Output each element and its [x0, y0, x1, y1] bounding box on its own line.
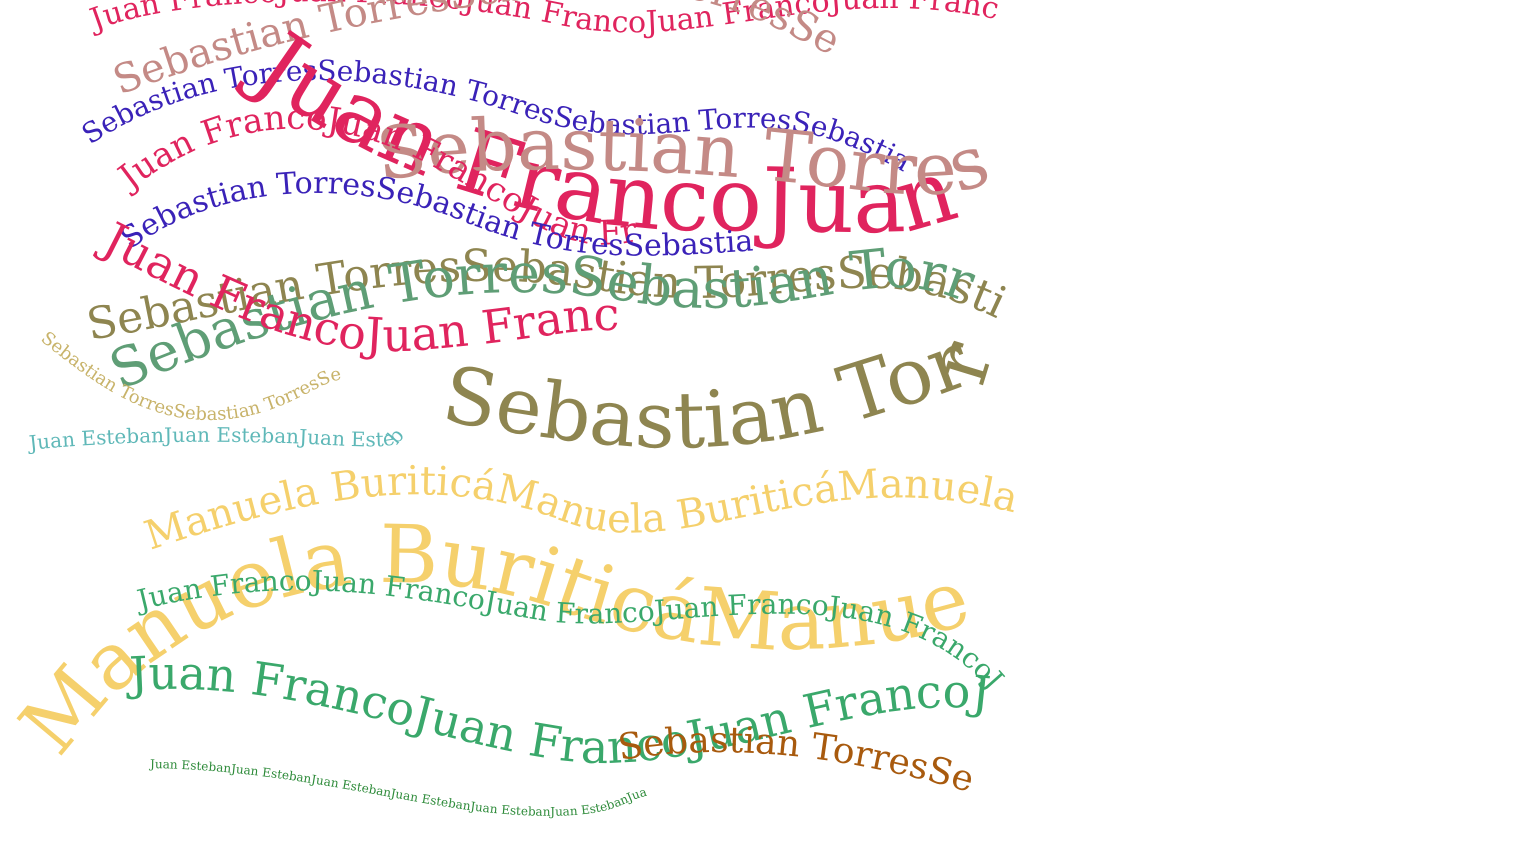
word-strand-layer: Juan FrancoJuan FrancoJuan FrancoJuan Fr…	[0, 0, 1036, 819]
